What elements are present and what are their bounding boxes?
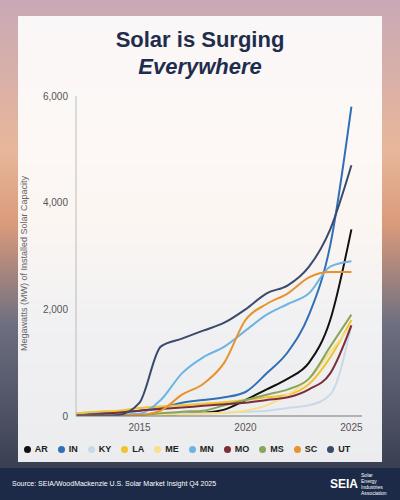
html-text:Solar is Surging: Solar is Surging <box>115 27 285 52</box>
html-text:AR: AR <box>34 444 48 454</box>
svg-text:2,000: 2,000 <box>43 304 68 315</box>
html-text:KY: KY <box>98 444 112 454</box>
html-text:IN: IN <box>68 444 78 454</box>
html-text:Association: Association <box>361 490 387 496</box>
html-text:SEIA: SEIA <box>330 477 358 491</box>
svg-text:2020: 2020 <box>234 422 257 433</box>
html-text:Solar: Solar <box>361 472 373 478</box>
html-text:Source: SEIA/WoodMackenzie U.S: Source: SEIA/WoodMackenzie U.S. Solar Ma… <box>12 480 217 487</box>
html-text:Everywhere: Everywhere <box>138 54 262 79</box>
html-text:SC: SC <box>304 444 318 454</box>
svg-text:6,000: 6,000 <box>43 91 68 102</box>
html-text:Industries: Industries <box>361 484 383 490</box>
html-text:MS: MS <box>270 444 284 454</box>
svg-text:0: 0 <box>62 411 68 422</box>
svg-text:2015: 2015 <box>128 422 151 433</box>
html-text:Energy: Energy <box>361 478 377 484</box>
svg-text:Megawatts (MW) of Installed So: Megawatts (MW) of Installed Solar Capaci… <box>20 175 29 351</box>
html-text:ME: ME <box>165 444 179 454</box>
svg-text:4,000: 4,000 <box>43 197 68 208</box>
html-text:MO: MO <box>234 444 250 454</box>
html-text:UT: UT <box>338 444 351 454</box>
svg-text:2025: 2025 <box>340 422 363 433</box>
html-text:LA: LA <box>132 444 145 454</box>
html-text:MN: MN <box>199 444 214 454</box>
